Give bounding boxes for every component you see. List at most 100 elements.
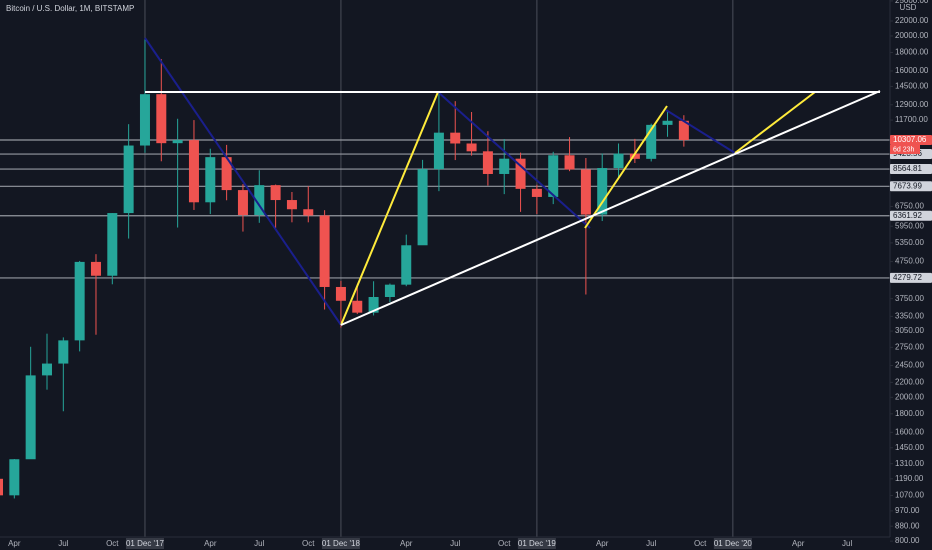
candle-body <box>352 300 363 313</box>
current-price-label-bg <box>890 134 932 145</box>
y-tick-label: 1600.00 <box>895 427 924 436</box>
levels-layer <box>0 139 890 279</box>
trend-line <box>584 105 668 229</box>
countdown: 6d 23h <box>893 146 915 153</box>
x-tick-label: Jul <box>254 539 264 548</box>
x-label-bg <box>517 538 556 549</box>
trend-line <box>144 37 342 326</box>
y-tick-label: 880.00 <box>895 521 920 530</box>
candle-body <box>335 286 346 301</box>
candle-body <box>90 261 101 276</box>
candle-body <box>401 245 412 285</box>
candle-body <box>303 209 314 216</box>
axis-layer: 25000.00 22000.00 20000.00 18000.00 16000.00… <box>8 0 932 549</box>
current-price-label: 10307.06 <box>893 135 927 144</box>
level-label: 4279.72 <box>893 273 922 282</box>
level-label: 7673.99 <box>893 181 922 190</box>
y-tick-label: 5950.00 <box>895 221 924 230</box>
y-tick-label: 4750.00 <box>895 257 924 266</box>
candle-body <box>613 153 624 169</box>
y-tick-label: 3050.00 <box>895 326 924 335</box>
y-tick-label: 1070.00 <box>895 491 924 500</box>
support-line <box>340 90 881 326</box>
x-tick-label: Jul <box>842 539 852 548</box>
candle-body <box>515 158 526 189</box>
x-tick-label: Apr <box>792 539 805 548</box>
candle-body <box>188 140 199 203</box>
candle-body <box>629 153 640 159</box>
level-label-bg <box>890 272 932 283</box>
x-tick-label: Oct <box>694 539 707 548</box>
trend-line <box>340 91 439 326</box>
candle-body <box>58 340 69 364</box>
candle-body <box>564 155 575 170</box>
y-tick-label: 1800.00 <box>895 409 924 418</box>
y-tick-label: 3750.00 <box>895 294 924 303</box>
trend-line <box>734 91 816 154</box>
candle-body <box>221 157 232 191</box>
x-tick-label: Apr <box>8 539 21 548</box>
x-tick-label: 01 Dec '20 <box>714 539 753 548</box>
candle-body <box>156 94 167 144</box>
candle-body <box>450 132 461 144</box>
x-tick-label: Jul <box>646 539 656 548</box>
candle-body <box>319 215 330 287</box>
trend-line <box>665 109 736 154</box>
candle-body <box>417 169 428 246</box>
y-tick-label: 14500.00 <box>895 82 929 91</box>
y-tick-label: 2000.00 <box>895 392 924 401</box>
y-tick-label: 25000.00 <box>895 0 929 5</box>
x-tick-label: Oct <box>498 539 511 548</box>
y-tick-label: 3350.00 <box>895 311 924 320</box>
candle-body <box>384 284 395 298</box>
candle-body <box>368 297 379 313</box>
y-tick-label: 2750.00 <box>895 342 924 351</box>
x-tick-label: 01 Dec '19 <box>518 539 557 548</box>
level-label-bg <box>890 164 932 175</box>
x-tick-label: 01 Dec '18 <box>322 539 361 548</box>
drawings <box>144 37 881 326</box>
y-tick-label: 1310.00 <box>895 459 924 468</box>
y-tick-label: 970.00 <box>895 506 920 515</box>
candle-body <box>548 155 559 197</box>
x-tick-label: Jul <box>58 539 68 548</box>
candle-body <box>9 459 20 496</box>
trend-line <box>437 91 591 229</box>
y-tick-label: 1450.00 <box>895 443 924 452</box>
countdown-bg <box>890 144 920 154</box>
x-tick-label: Oct <box>106 539 119 548</box>
y-tick-label: 20000.00 <box>895 31 929 40</box>
candle-body <box>482 151 493 174</box>
level-label-bg <box>890 181 932 192</box>
x-tick-label: Jul <box>450 539 460 548</box>
candles-layer <box>0 38 689 499</box>
x-tick-label: Apr <box>400 539 413 548</box>
candle-body <box>597 168 608 215</box>
candle-body <box>74 261 85 341</box>
candle-body <box>270 185 281 201</box>
level-label: 6361.92 <box>893 211 922 220</box>
chart-title: Bitcoin / U.S. Dollar, 1M, BITSTAMP <box>6 4 134 13</box>
y-tick-label: 11700.00 <box>895 115 928 124</box>
y-tick-label: 22000.00 <box>895 16 929 25</box>
x-label-bg <box>713 538 752 549</box>
candle-body <box>139 94 150 146</box>
candle-body <box>205 157 216 203</box>
candle-body <box>123 145 134 214</box>
x-tick-label: Oct <box>302 539 315 548</box>
level-label: 8564.81 <box>893 164 922 173</box>
y-tick-label: 16000.00 <box>895 66 929 75</box>
candle-body <box>531 188 542 197</box>
y-tick-label: 5350.00 <box>895 238 924 247</box>
y-tick-label: 2450.00 <box>895 361 924 370</box>
candle-body <box>254 185 265 216</box>
y-tick-label: 6750.00 <box>895 202 924 211</box>
candle-body <box>0 478 3 496</box>
y-tick-label: 2200.00 <box>895 377 924 386</box>
y-tick-label: 800.00 <box>895 536 920 545</box>
candle-body <box>499 158 510 174</box>
candle-body <box>172 140 183 144</box>
y-tick-label: 1190.00 <box>895 474 924 483</box>
